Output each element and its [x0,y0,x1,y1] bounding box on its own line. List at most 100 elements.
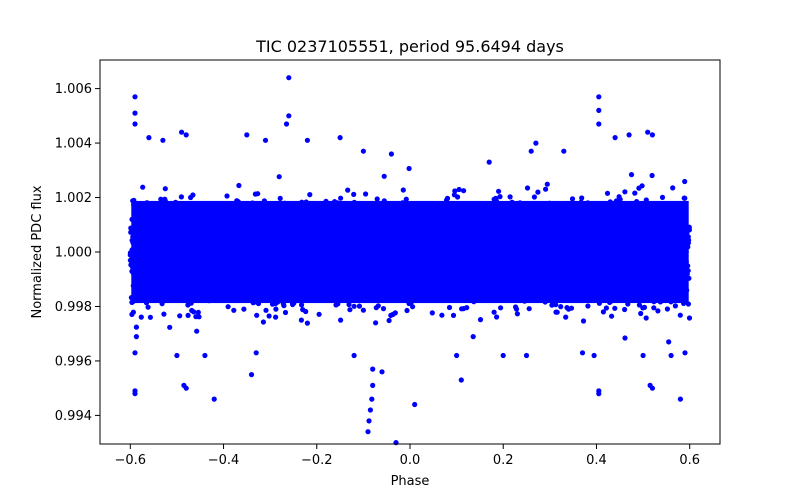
band-point [526,306,532,312]
band-point [450,312,457,318]
band-point [507,194,513,200]
outlier-point [366,418,372,424]
band-point [345,187,351,193]
outlier-point [596,107,602,113]
outlier-points [132,75,688,446]
band-point [531,194,538,200]
band-point [374,196,380,202]
band-point [273,314,279,320]
band-point [356,303,362,309]
band-point [470,334,476,340]
outlier-point [412,401,418,408]
band-point [609,313,615,319]
outlier-point [132,94,138,100]
outlier-point [500,352,506,359]
band-point [670,185,676,191]
band-point [224,193,230,199]
outlier-point [183,132,189,138]
band-point [604,190,611,196]
outlier-point [248,372,255,378]
outlier-point [458,377,464,383]
band-point [632,190,638,196]
band-point [147,314,153,320]
band-point [655,308,661,314]
band-point [429,310,435,316]
band-point [543,186,549,192]
outlier-point [132,391,138,397]
band-point [579,195,585,201]
band-point [677,312,683,318]
outlier-point [286,113,292,119]
band-point [585,303,591,309]
band-point [252,191,258,197]
band-core [131,200,689,304]
outlier-point [388,151,394,157]
x-axis-label: Phase [391,474,430,489]
outlier-point [174,352,180,359]
x-tick-label: −0.4 [208,453,240,468]
outlier-point [579,350,586,356]
outlier-point [626,132,632,138]
band-point [276,174,282,180]
band-point [140,184,146,190]
band-point [410,304,416,310]
band-point [231,307,237,313]
band-point [162,186,168,192]
band-point [580,318,587,324]
outlier-point [645,129,651,135]
band-point [260,319,266,325]
band-point [460,306,467,312]
band-point [682,178,688,185]
band-point [346,301,352,308]
band-point [446,304,453,311]
band-point [497,194,503,200]
x-axis: −0.6 −0.4 −0.2 0.0 0.2 0.4 0.6 [115,444,700,468]
y-tick-label: 1.000 [55,246,92,261]
band-point [406,165,412,172]
band-point [404,307,410,314]
band-point [535,189,541,195]
band-point [553,309,559,315]
band-point [277,195,283,201]
band-point [375,303,381,309]
band-point [569,196,576,202]
band-point [514,311,521,317]
band-point [568,305,575,311]
band-point [496,188,502,194]
band-point [544,181,550,187]
band-point [241,306,247,312]
outlier-point [677,396,684,402]
outlier-point [304,137,310,143]
outlier-point [666,339,672,345]
band-point [491,196,497,202]
band-point [549,302,555,308]
x-tick-label: 0.4 [586,453,607,468]
band-point [452,188,458,194]
x-tick-label: 0.0 [400,453,421,468]
band-point [563,314,569,320]
outlier-point [211,396,217,402]
band-point [195,309,201,315]
band-point [498,305,504,311]
outlier-point [486,159,492,165]
band-point [129,311,135,317]
band-point [388,312,394,318]
outlier-point [370,382,376,388]
outlier-point [682,350,688,356]
band-point [194,328,200,334]
outlier-point [244,132,250,138]
band-point [392,310,398,316]
outlier-point [365,429,371,435]
band-point [491,309,497,315]
band-point [380,306,387,312]
outlier-point [369,396,375,402]
band-point [456,186,462,193]
outlier-point [132,121,138,127]
band-point [672,303,679,309]
band-point [686,315,693,321]
band-point [299,302,305,308]
y-tick-label: 0.996 [55,354,92,369]
outlier-point [596,121,602,127]
band-point [381,173,387,179]
